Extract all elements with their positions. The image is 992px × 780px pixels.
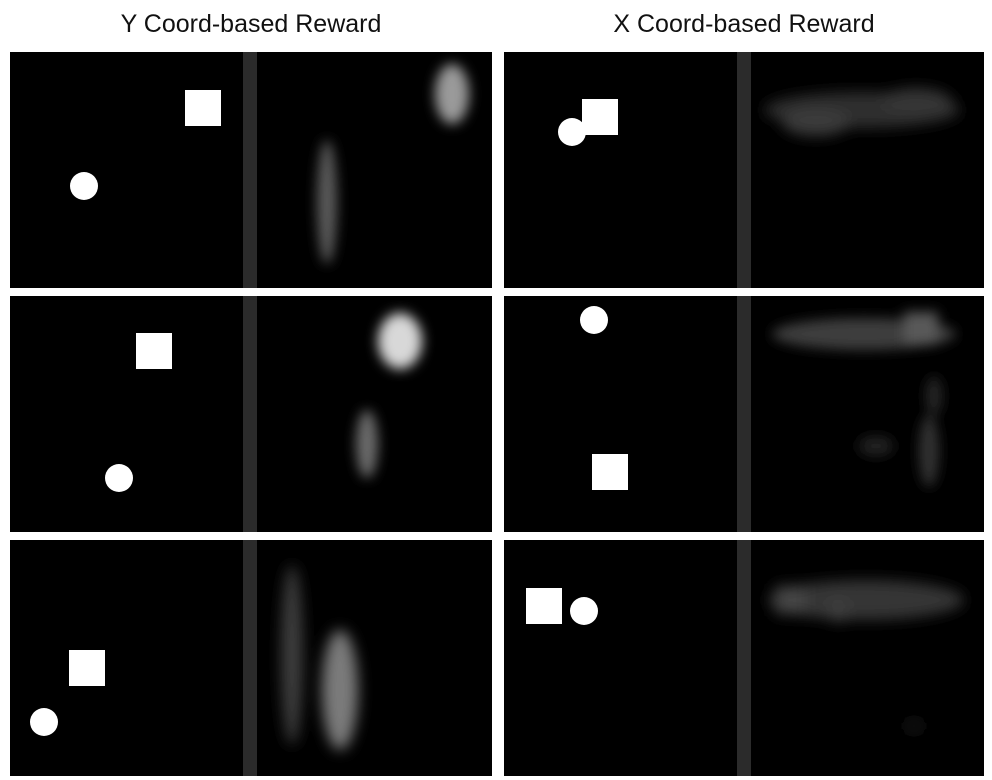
x-reward-panel-row-3: [504, 540, 984, 776]
square-object: [592, 454, 628, 490]
x-reward-panel-row-2-image: [580, 296, 956, 532]
y-reward-panel-row-2: [10, 296, 492, 532]
y-reward-panel-row-1: [10, 52, 492, 288]
reward-heatmap: [317, 64, 469, 264]
reward-heatmap: [356, 313, 422, 478]
x-reward-panel-row-2: [504, 296, 984, 532]
frame-divider: [243, 52, 257, 288]
frame-divider: [737, 52, 751, 288]
reward-heatmap: [764, 88, 960, 136]
reward-heatmap: [768, 580, 964, 732]
reward-heatmap: [281, 565, 358, 750]
y-reward-panel-row-1-image: [70, 52, 469, 288]
circle-object: [570, 597, 598, 625]
circle-object: [580, 306, 608, 334]
frame-divider: [737, 540, 751, 776]
x-reward-panel-row-1: [504, 52, 984, 288]
square-object: [526, 588, 562, 624]
square-object: [185, 90, 221, 126]
square-object: [582, 99, 618, 135]
reward-heatmap: [772, 312, 956, 487]
frame-divider: [737, 296, 751, 532]
circle-object: [105, 464, 133, 492]
frame-divider: [243, 540, 257, 776]
square-object: [69, 650, 105, 686]
circle-object: [30, 708, 58, 736]
y-reward-panel-row-3-image: [30, 540, 358, 776]
circle-object: [558, 118, 586, 146]
y-reward-panel-row-2-image: [105, 296, 422, 532]
frame-divider: [243, 296, 257, 532]
y-coord-reward-title: Y Coord-based Reward: [120, 10, 382, 38]
circle-object: [70, 172, 98, 200]
x-reward-panel-row-1-image: [558, 52, 960, 288]
y-reward-panel-row-3: [10, 540, 492, 776]
x-reward-panel-row-3-image: [526, 540, 964, 776]
x-coord-reward-title: X Coord-based Reward: [613, 10, 875, 38]
square-object: [136, 333, 172, 369]
